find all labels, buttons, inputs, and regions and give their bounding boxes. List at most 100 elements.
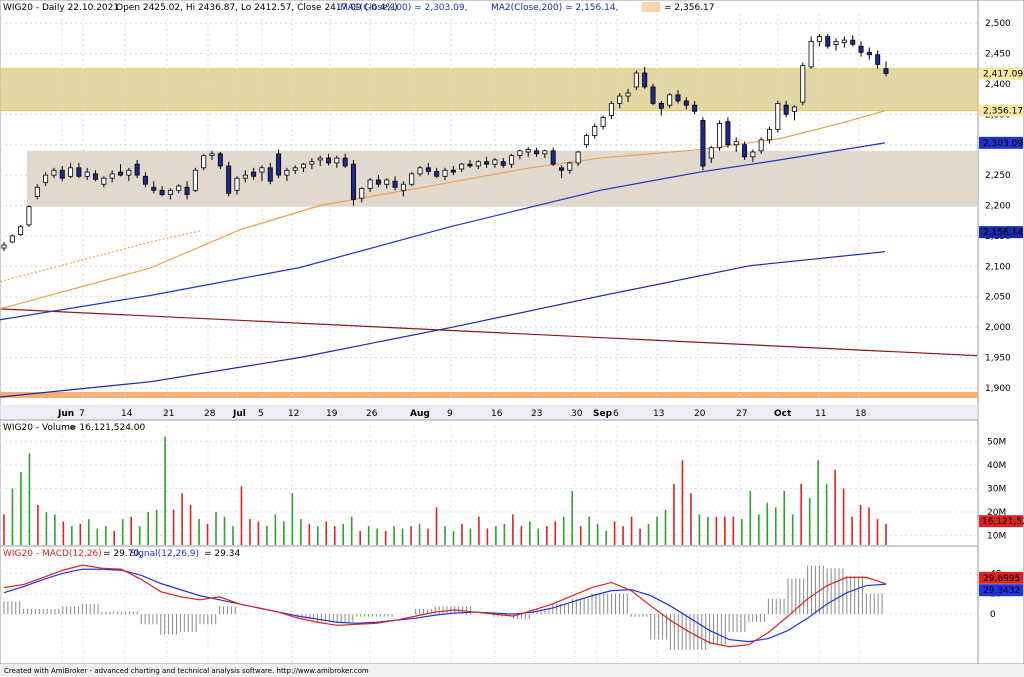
candle-body: [725, 121, 731, 146]
price-axis-tick-label: 2,050: [985, 293, 1011, 303]
candle-body: [259, 167, 265, 173]
price-axis-tick-label: 2,000: [985, 323, 1011, 333]
price-axis-tick-label: 1,900: [985, 384, 1011, 394]
macd-marker-label: 29.3432: [983, 586, 1020, 596]
candle-body: [592, 126, 598, 136]
price-title-ma3: = 2,356.17: [664, 3, 714, 13]
candle-body: [816, 36, 822, 42]
price-marker-label: 2,156.14: [983, 228, 1023, 238]
price-axis-tick-label: 2,450: [985, 50, 1011, 60]
candle-body: [492, 159, 498, 165]
date-axis-label: 21: [163, 409, 174, 419]
macd-title-signal-value: = 29.34: [204, 549, 240, 559]
date-axis-label: Oct: [774, 409, 792, 419]
date-axis-label: Aug: [410, 409, 430, 419]
candle-body: [367, 179, 373, 189]
bottom-orange-band: [0, 392, 978, 398]
signal-line: [3, 568, 887, 643]
candle-body: [658, 102, 664, 109]
candle-body: [417, 167, 423, 175]
date-axis-band: [0, 405, 978, 419]
ma100-line: [0, 142, 886, 321]
candle-body: [384, 179, 390, 185]
macd-title-label: WIG20 - MACD(12,26): [3, 549, 102, 559]
candle-body: [575, 151, 581, 164]
ma3-line-early: [0, 230, 201, 283]
date-axis-label: 6: [613, 409, 619, 419]
candle-body: [758, 139, 764, 152]
candle-body: [184, 186, 190, 195]
macd-marker-box: [979, 571, 1023, 584]
candle-body: [101, 177, 107, 185]
price-marker-box: [979, 67, 1023, 80]
macd-panel[interactable]: [0, 564, 978, 650]
candle-body: [342, 157, 348, 167]
price-marker-box: [979, 104, 1023, 117]
candle-body: [142, 175, 148, 185]
candle-body: [808, 40, 814, 68]
candle-body: [459, 163, 465, 170]
price-title-ma1: MA1(Close,100) = 2,303.09,: [340, 3, 467, 13]
date-axis-label: Jun: [57, 409, 74, 419]
price-panel[interactable]: [0, 14, 978, 664]
candle-body: [9, 235, 15, 243]
candle-body: [509, 155, 515, 165]
macd-line: [3, 564, 887, 648]
candle-body: [192, 169, 198, 191]
macd-axis-tick-label: 0: [990, 610, 996, 620]
candle-body: [484, 161, 490, 165]
candle-body: [567, 162, 573, 171]
candle-body: [500, 161, 506, 166]
candle-body: [434, 171, 440, 177]
volume-marker-box: [979, 515, 1023, 528]
volume-axis-tick-label: 50M: [987, 437, 1006, 447]
candle-body: [292, 167, 298, 171]
candle-body: [608, 102, 614, 116]
candle-body: [558, 167, 564, 171]
candle-body: [251, 171, 257, 177]
volume-axis-tick-label: 20M: [987, 508, 1006, 518]
volume-panel[interactable]: [0, 436, 978, 545]
date-axis-label: 12: [288, 409, 299, 419]
date-axis-label: 11: [815, 409, 826, 419]
candle-body: [617, 95, 623, 104]
candle-body: [825, 36, 831, 47]
candle-body: [334, 157, 340, 164]
candle-body: [875, 54, 881, 65]
volume-axis-tick-label: 30M: [987, 485, 1006, 495]
candle-body: [542, 150, 548, 155]
candle-body: [375, 179, 381, 185]
axis-layer: 2,5002,4502,4002,3502,3002,2502,2002,150…: [0, 19, 1024, 620]
candle-body: [18, 226, 24, 236]
date-axis-label: 7: [79, 409, 85, 419]
candle-body: [833, 40, 839, 45]
candle-body: [650, 86, 656, 104]
candle-body: [733, 141, 739, 146]
candle-body: [642, 72, 648, 88]
candle-body: [167, 189, 173, 195]
candle-body: [850, 39, 856, 45]
candle-body: [583, 135, 589, 146]
ma3-line: [0, 110, 886, 310]
candle-body: [59, 169, 65, 179]
candle-body: [633, 72, 639, 88]
volume-marker-label: 16,121,524: [982, 517, 1024, 527]
date-axis-label: 28: [204, 409, 216, 419]
price-axis-tick-label: 2,500: [985, 19, 1011, 29]
candle-body: [359, 188, 365, 199]
price-axis-tick-label: 1,950: [985, 353, 1011, 363]
candle-body: [93, 173, 99, 180]
candle-body: [783, 104, 789, 115]
candle-body: [667, 94, 673, 106]
date-axis-label: Sep: [593, 409, 613, 419]
candle-body: [800, 65, 806, 103]
candle-body: [301, 163, 307, 169]
candle-body: [675, 94, 681, 102]
date-axis-label: 26: [366, 409, 378, 419]
price-axis-tick-label: 2,250: [985, 171, 1011, 181]
price-marker-label: 2,417.09: [983, 70, 1023, 80]
macd-marker-label: 29.6995: [983, 574, 1020, 584]
price-axis-tick-label: 2,200: [985, 202, 1011, 212]
candle-body: [841, 39, 847, 43]
candle-body: [43, 174, 49, 183]
